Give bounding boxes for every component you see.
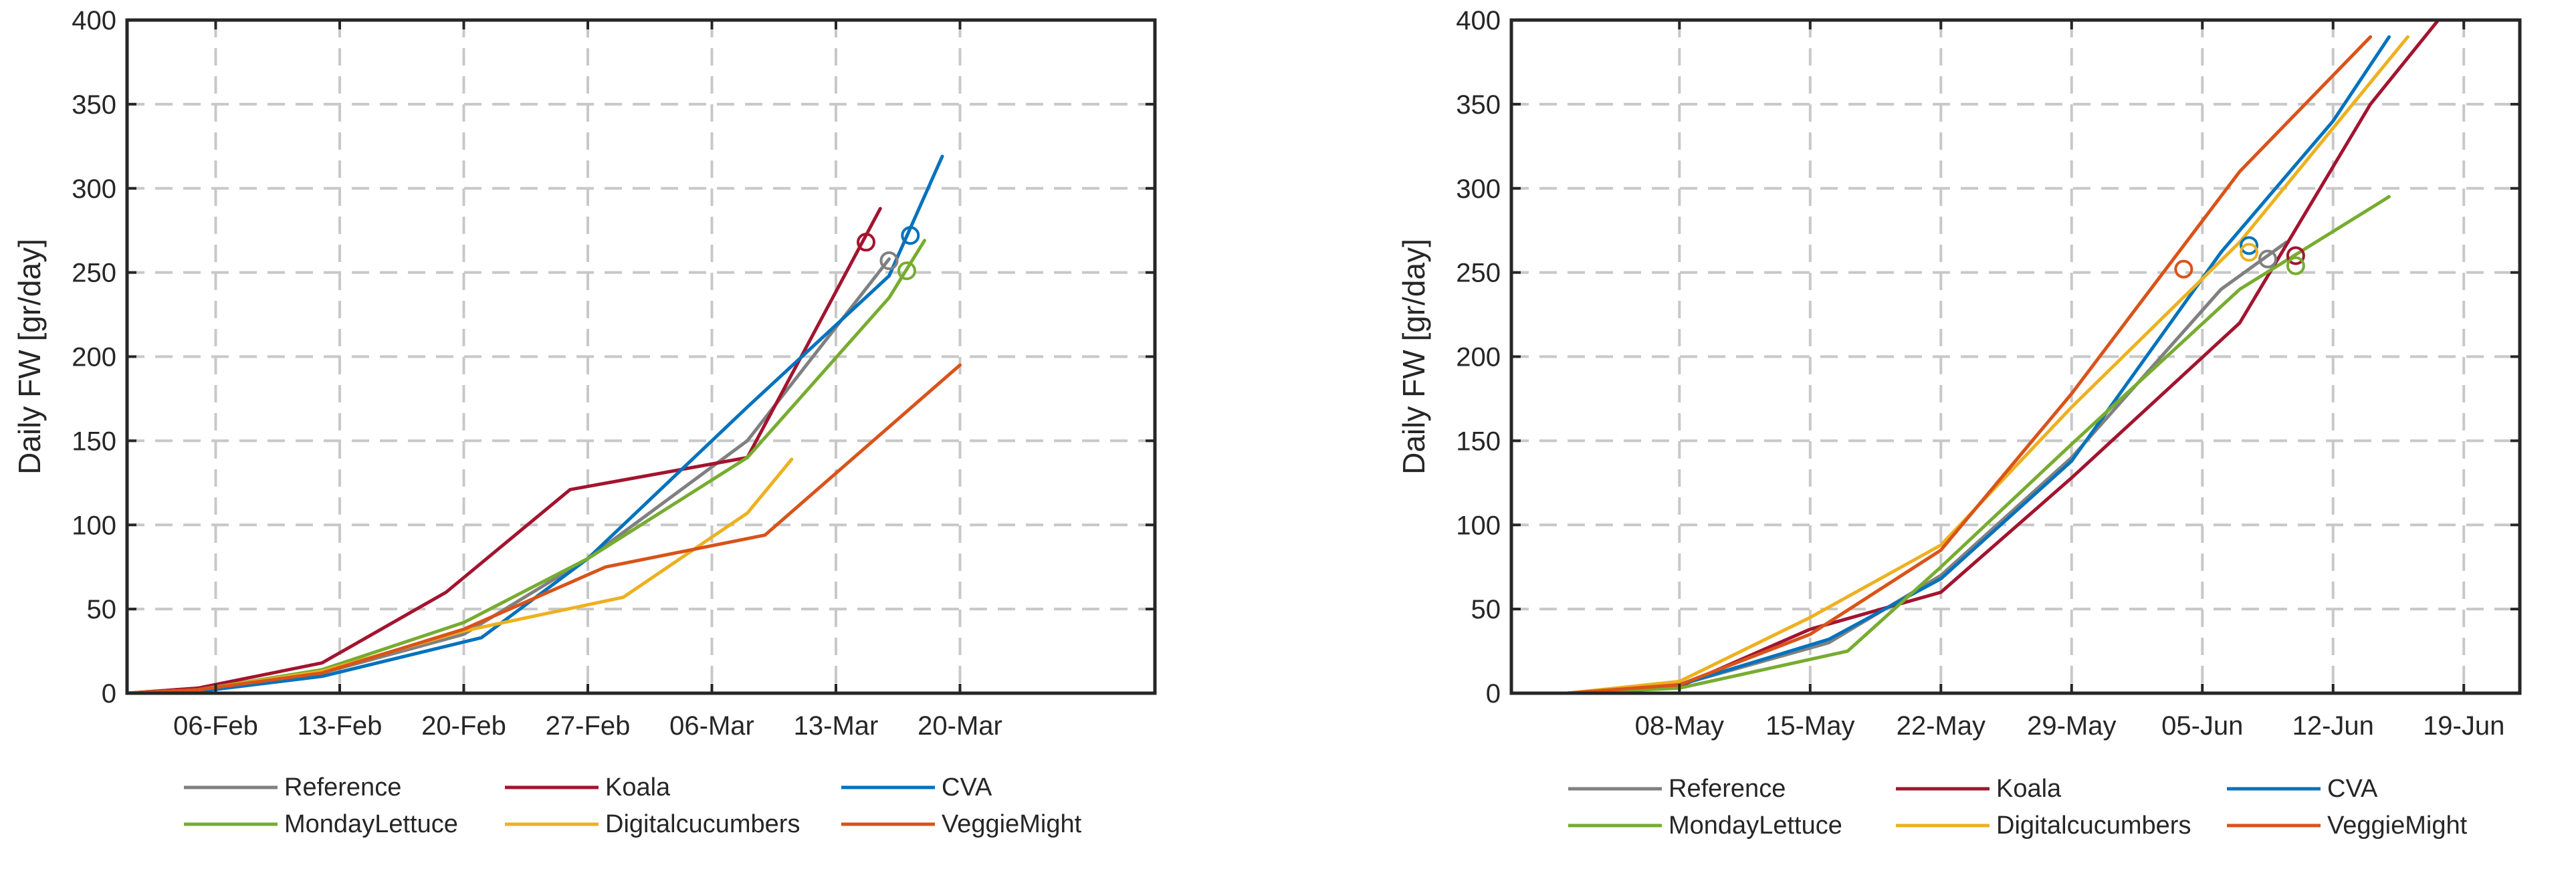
series-marker-mondaylettuce xyxy=(2286,256,2305,275)
x-tick-label: 22-May xyxy=(1897,711,1985,741)
y-tick-label: 100 xyxy=(72,511,116,540)
x-tick-label: 20-Feb xyxy=(421,711,506,741)
x-tick-label: 27-Feb xyxy=(546,711,631,741)
series-marker-digitalcucumbers xyxy=(2240,243,2259,262)
chart-panel-1: 0 50 100 150 200 250 300 350 400 06-Feb 13-Feb 20-F… xyxy=(12,6,1157,838)
legend-label-koala: Koala xyxy=(1996,775,2062,803)
legend-label-digitalcucumbers: Digitalcucumbers xyxy=(1996,812,2191,840)
series-marker-reference xyxy=(879,251,899,271)
y-tick-label: 0 xyxy=(102,679,116,709)
series-line-reference xyxy=(127,257,891,693)
y-axis-label: Daily FW [gr/day] xyxy=(1396,239,1431,475)
y-tick-label: 150 xyxy=(1456,426,1501,456)
series-marker-koala xyxy=(2286,246,2305,265)
series-line-veggiemight xyxy=(127,363,962,693)
series-marker-cva xyxy=(901,226,920,245)
legend-label-reference: Reference xyxy=(284,773,401,801)
grid xyxy=(1511,19,2520,693)
x-tick-label: 15-May xyxy=(1765,711,1854,741)
legend-label-veggiemight: VeggieMight xyxy=(942,810,1082,838)
y-tick-label: 350 xyxy=(1456,90,1501,120)
y-tick-label: 350 xyxy=(72,90,116,120)
legend-label-cva: CVA xyxy=(2327,775,2378,803)
series-marker-mondaylettuce xyxy=(897,261,916,281)
grid xyxy=(127,19,1155,693)
y-tick-label: 150 xyxy=(72,426,116,456)
legend-label-mondaylettuce: MondayLettuce xyxy=(284,810,458,838)
y-tick-label: 250 xyxy=(72,259,116,288)
legend: Reference Koala CVA MondayLettuce Digitalcuc… xyxy=(184,773,1082,838)
x-tick-label: 19-Jun xyxy=(2423,711,2504,741)
x-tick-label: 06-Mar xyxy=(669,711,754,741)
y-tick-label: 200 xyxy=(72,343,116,372)
series-line-cva xyxy=(1566,35,2391,693)
series-line-veggiemight xyxy=(1566,35,2373,693)
x-tick-label: 08-May xyxy=(1635,711,1724,741)
y-tick-label: 400 xyxy=(1456,6,1501,35)
series-line-koala xyxy=(1566,20,2441,693)
y-tick-label: 0 xyxy=(1486,679,1501,709)
y-tick-label: 50 xyxy=(87,595,117,624)
series-line-mondaylettuce xyxy=(127,239,926,693)
legend: Reference Koala CVA MondayLettuce Digitalcuc… xyxy=(1568,775,2468,840)
x-tick-label: 06-Feb xyxy=(173,711,258,741)
y-tick-label: 100 xyxy=(1456,511,1501,540)
legend-label-koala: Koala xyxy=(605,773,671,801)
x-tick-label: 05-Jun xyxy=(2161,711,2243,741)
legend-label-digitalcucumbers: Digitalcucumbers xyxy=(605,810,800,838)
series-marker-cva xyxy=(2240,236,2259,255)
series-marker-reference xyxy=(2258,249,2277,269)
legend-label-veggiemight: VeggieMight xyxy=(2327,812,2468,840)
series-line-cva xyxy=(127,154,944,693)
plot-area xyxy=(127,154,962,693)
y-tick-label: 400 xyxy=(72,6,116,35)
x-tick-label: 13-Feb xyxy=(298,711,383,741)
legend-label-reference: Reference xyxy=(1669,775,1786,803)
series-marker-koala xyxy=(857,233,876,252)
x-tick-label: 20-Mar xyxy=(918,711,1002,741)
chart-panel-2: 0 50 100 150 200 250 300 350 400 08-May 15-May 22-M… xyxy=(1396,6,2522,840)
legend-label-mondaylettuce: MondayLettuce xyxy=(1669,812,1842,840)
legend-label-cva: CVA xyxy=(942,773,992,801)
x-tick-label: 13-Mar xyxy=(794,711,879,741)
y-tick-label: 200 xyxy=(1456,343,1501,372)
y-axis-label: Daily FW [gr/day] xyxy=(12,239,47,475)
x-tick-label: 29-May xyxy=(2027,711,2116,741)
series-line-digitalcucumbers xyxy=(1566,35,2409,693)
y-tick-label: 250 xyxy=(1456,259,1501,288)
series-marker-veggiemight xyxy=(2174,259,2193,279)
y-tick-label: 300 xyxy=(1456,174,1501,204)
y-tick-label: 300 xyxy=(72,174,116,204)
plot-area xyxy=(1566,20,2441,693)
y-tick-label: 50 xyxy=(1471,595,1501,624)
x-tick-label: 12-Jun xyxy=(2292,711,2374,741)
